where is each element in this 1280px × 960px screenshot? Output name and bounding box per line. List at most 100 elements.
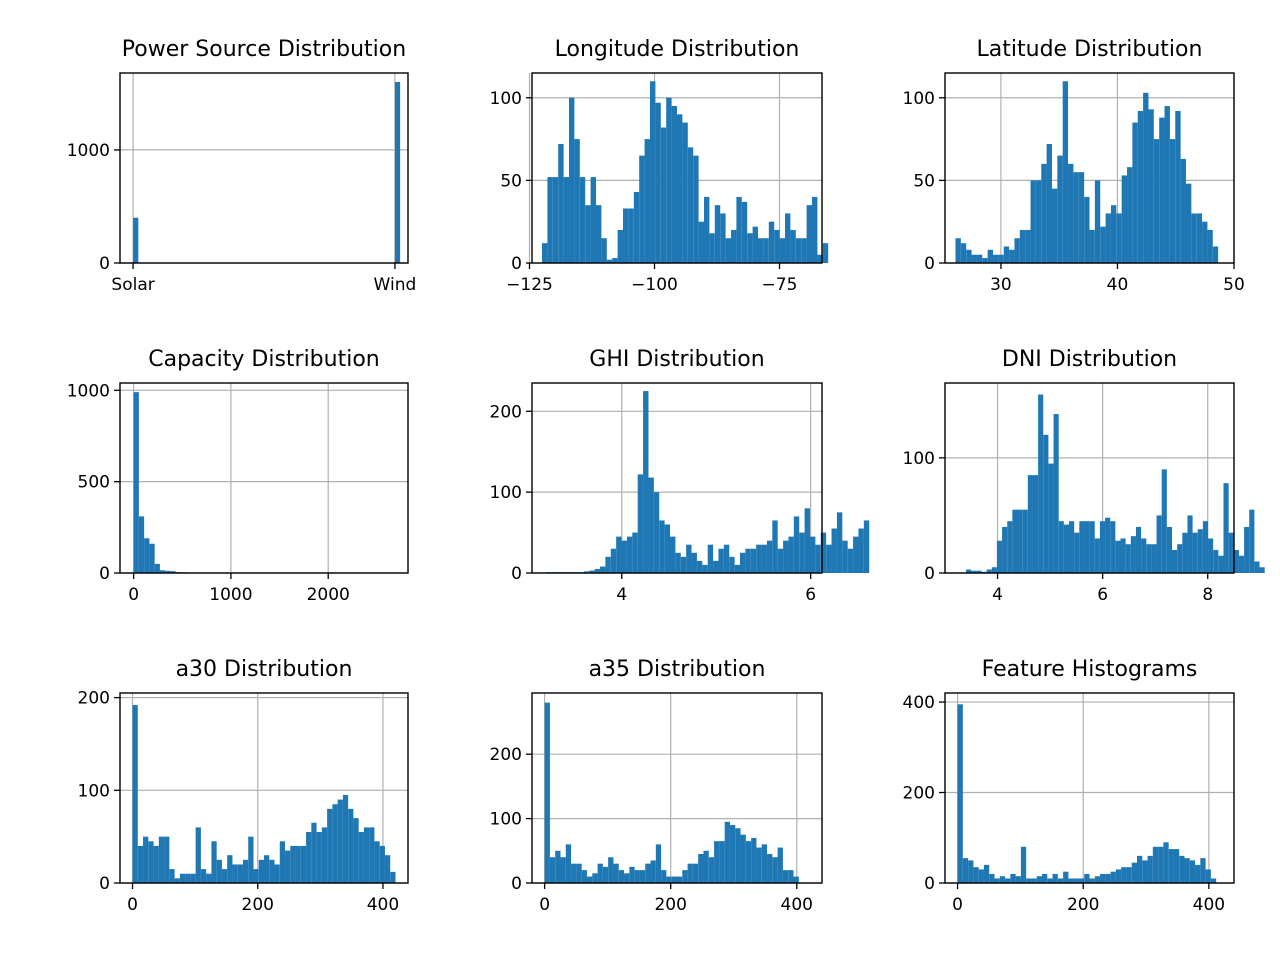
- histogram-bar: [999, 876, 1006, 883]
- histogram-bar: [707, 544, 714, 573]
- histogram-bar: [1197, 529, 1203, 573]
- axes-frame: [119, 382, 409, 574]
- histogram-bar: [594, 568, 601, 573]
- histogram-bar: [1094, 876, 1101, 883]
- y-tick-label: 100: [490, 810, 522, 830]
- histogram-bar: [799, 532, 805, 573]
- histogram-bar: [1187, 515, 1193, 573]
- histogram-bar: [766, 540, 773, 573]
- histogram-bar: [1041, 163, 1047, 263]
- histogram-bar: [337, 799, 343, 883]
- histogram-bar: [1169, 139, 1176, 263]
- histogram-bar: [1002, 526, 1008, 573]
- histogram-bar: [650, 81, 656, 264]
- chart-panel: 0 200 400 0 200 400 Feature Histograms: [903, 657, 1235, 915]
- x-tick-label: 50: [1223, 275, 1245, 295]
- histogram-bar: [1130, 536, 1136, 573]
- histogram-bar: [158, 836, 165, 883]
- histogram-bar: [682, 870, 688, 883]
- histogram-bar: [692, 863, 699, 883]
- histogram-bar: [836, 512, 843, 573]
- histogram-bar: [1110, 871, 1116, 883]
- histogram-bar: [316, 832, 322, 883]
- histogram-bar: [321, 827, 328, 883]
- histogram-bar: [735, 828, 741, 883]
- histogram-bar: [1007, 521, 1013, 573]
- histogram-bar: [332, 804, 338, 883]
- histogram-bar: [991, 567, 997, 573]
- y-tick-label: 1000: [67, 381, 110, 401]
- histogram-bar: [1073, 878, 1079, 883]
- histogram-bar: [645, 863, 651, 883]
- x-tick-label: 400: [367, 895, 399, 915]
- histogram-bar: [358, 832, 364, 883]
- histogram-bar: [703, 850, 709, 883]
- histogram-bar: [576, 863, 582, 883]
- y-tick-label: 0: [511, 254, 522, 274]
- histogram-bar: [1063, 524, 1070, 573]
- histogram-bar: [552, 177, 559, 263]
- y-tick-label: 100: [490, 89, 522, 109]
- histogram-bar: [820, 532, 827, 573]
- x-tick-label: 400: [1193, 895, 1225, 915]
- histogram-bar: [628, 208, 634, 263]
- x-tick-label: 200: [654, 895, 686, 915]
- histogram-bar: [687, 147, 694, 263]
- histogram-bar: [1143, 92, 1149, 264]
- histogram-bar: [597, 863, 603, 883]
- histogram-bar: [966, 569, 972, 573]
- histogram-bar: [290, 845, 296, 883]
- histogram-bar: [978, 869, 984, 883]
- y-tick-label: 100: [903, 449, 935, 469]
- histogram-bar: [1164, 106, 1170, 263]
- histogram-bar: [195, 827, 201, 883]
- chart-title: Feature Histograms: [982, 657, 1198, 682]
- x-tick-label: 0: [128, 585, 139, 605]
- x-tick-label: 6: [1097, 585, 1108, 605]
- histogram-bar: [736, 196, 742, 263]
- histogram-bar: [274, 864, 280, 883]
- x-tick-label: −100: [631, 275, 678, 295]
- histogram-bar: [1179, 855, 1185, 883]
- histogram-bar: [1244, 526, 1250, 573]
- histogram-bar: [221, 869, 228, 883]
- histogram-bar: [831, 528, 837, 573]
- histogram-bar: [542, 243, 548, 263]
- histogram-bar: [1126, 867, 1132, 883]
- histogram-bar: [384, 855, 391, 883]
- y-tick-label: 100: [78, 781, 110, 801]
- histogram-bar: [795, 238, 802, 263]
- histogram-bar: [806, 205, 812, 263]
- histogram-bar: [745, 548, 751, 573]
- histogram-bar: [713, 560, 719, 573]
- axes-frame: [944, 72, 1235, 264]
- histogram-bar: [777, 847, 783, 883]
- histogram-bar: [629, 866, 635, 883]
- histogram-bar: [987, 249, 994, 263]
- histogram-bar: [1089, 229, 1095, 263]
- histogram-bar: [734, 564, 741, 573]
- histogram-bar: [1148, 109, 1154, 263]
- histogram-bar: [1115, 869, 1122, 883]
- histogram-bar: [671, 106, 677, 263]
- histogram-bar: [653, 492, 660, 573]
- y-tick-label: 0: [511, 874, 522, 894]
- histogram-bar: [817, 254, 823, 263]
- histogram-bar: [763, 238, 769, 263]
- histogram-bar: [788, 870, 794, 883]
- histogram-bar: [190, 873, 196, 883]
- histogram-bar: [826, 544, 832, 573]
- histogram-bar: [632, 532, 638, 573]
- histogram-bar: [815, 544, 821, 573]
- histogram-bar: [1084, 521, 1090, 573]
- histogram-bar: [621, 540, 627, 573]
- histogram-bar: [723, 544, 730, 573]
- histogram-bar: [1223, 483, 1229, 573]
- histogram-bar: [133, 217, 139, 263]
- histogram-bar: [1094, 180, 1101, 263]
- histogram-bar: [982, 258, 988, 263]
- histogram-bar: [248, 836, 254, 883]
- x-tick-label: 0: [539, 895, 550, 915]
- histogram-bar: [709, 233, 715, 263]
- histogram-bar: [571, 863, 577, 883]
